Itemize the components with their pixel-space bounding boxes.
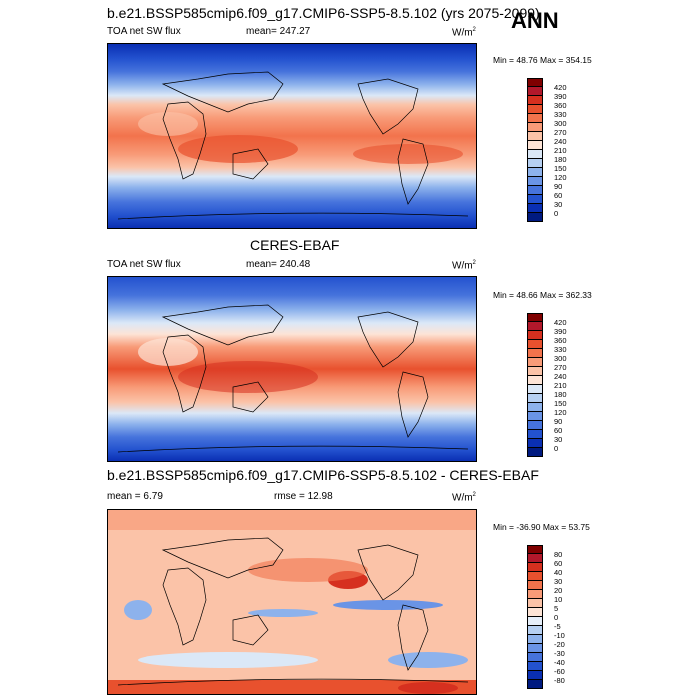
season-label: ANN (511, 8, 559, 33)
panel3-level: -5 (554, 622, 561, 631)
panel2-level: 360 (554, 336, 567, 345)
panel3-colorbar (527, 545, 543, 689)
panel3-level: -60 (554, 667, 565, 676)
panel2-level: 90 (554, 417, 563, 426)
case-title: b.e21.BSSP585cmip6.f09_g17.CMIP6-SSP5-8.… (107, 5, 540, 21)
panel3-mean: mean = 6.79 (107, 491, 163, 502)
panel2-level: 210 (554, 381, 567, 390)
panel1-map (107, 43, 477, 229)
panel2-level: 240 (554, 372, 567, 381)
panel2-map (107, 276, 477, 462)
panel3-rmse: rmse = 12.98 (274, 491, 333, 502)
panel3-level: 0 (554, 613, 559, 622)
panel1-level: 0 (554, 209, 559, 218)
panel1-minmax: Min = 48.76 Max = 354.15 (493, 55, 592, 65)
panel2-level: 150 (554, 399, 567, 408)
panel1-level: 330 (554, 110, 567, 119)
panel3-title: b.e21.BSSP585cmip6.f09_g17.CMIP6-SSP5-8.… (107, 467, 539, 483)
panel1-level: 420 (554, 83, 567, 92)
panel3-level: -20 (554, 640, 565, 649)
panel3-level: 60 (554, 559, 563, 568)
panel1-level: 240 (554, 137, 567, 146)
panel3-level: 10 (554, 595, 563, 604)
panel2-level: 300 (554, 354, 567, 363)
panel2-title: CERES-EBAF (250, 237, 340, 253)
panel3-level: 30 (554, 577, 563, 586)
panel3-level: -10 (554, 631, 565, 640)
panel1-level: 300 (554, 119, 567, 128)
panel2-level: 0 (554, 444, 559, 453)
panel3-level: -30 (554, 649, 565, 658)
panel1-colorbar (527, 78, 543, 222)
panel2-units: W/m2 (452, 260, 476, 272)
panel2-variable: TOA net SW flux (107, 259, 181, 270)
panel1-level: 60 (554, 191, 563, 200)
panel2-level: 270 (554, 363, 567, 372)
panel2-level: 30 (554, 435, 563, 444)
panel3-level: 80 (554, 550, 563, 559)
panel2-level: 60 (554, 426, 563, 435)
panel1-level: 360 (554, 101, 567, 110)
panel3-level: 20 (554, 586, 563, 595)
panel2-mean: mean= 240.48 (246, 259, 311, 270)
panel2-colorbar (527, 313, 543, 457)
panel2-minmax: Min = 48.66 Max = 362.33 (493, 290, 592, 300)
panel2-level: 330 (554, 345, 567, 354)
panel3-units: W/m2 (452, 492, 476, 504)
panel1-level: 180 (554, 155, 567, 164)
panel1-units: W/m2 (452, 27, 476, 39)
panel2-level: 420 (554, 318, 567, 327)
panel3-level: -80 (554, 676, 565, 685)
panel2-level: 390 (554, 327, 567, 336)
panel2-level: 120 (554, 408, 567, 417)
panel2-level: 180 (554, 390, 567, 399)
panel1-level: 120 (554, 173, 567, 182)
panel3-level: 5 (554, 604, 559, 613)
panel1-mean: mean= 247.27 (246, 26, 311, 37)
panel1-level: 150 (554, 164, 567, 173)
panel3-minmax: Min = -36.90 Max = 53.75 (493, 522, 590, 532)
panel1-variable: TOA net SW flux (107, 26, 181, 37)
panel3-level: -40 (554, 658, 565, 667)
panel3-level: 40 (554, 568, 563, 577)
panel1-level: 390 (554, 92, 567, 101)
panel3-map (107, 509, 477, 695)
panel1-level: 90 (554, 182, 563, 191)
panel1-level: 30 (554, 200, 563, 209)
panel1-level: 210 (554, 146, 567, 155)
panel1-level: 270 (554, 128, 567, 137)
